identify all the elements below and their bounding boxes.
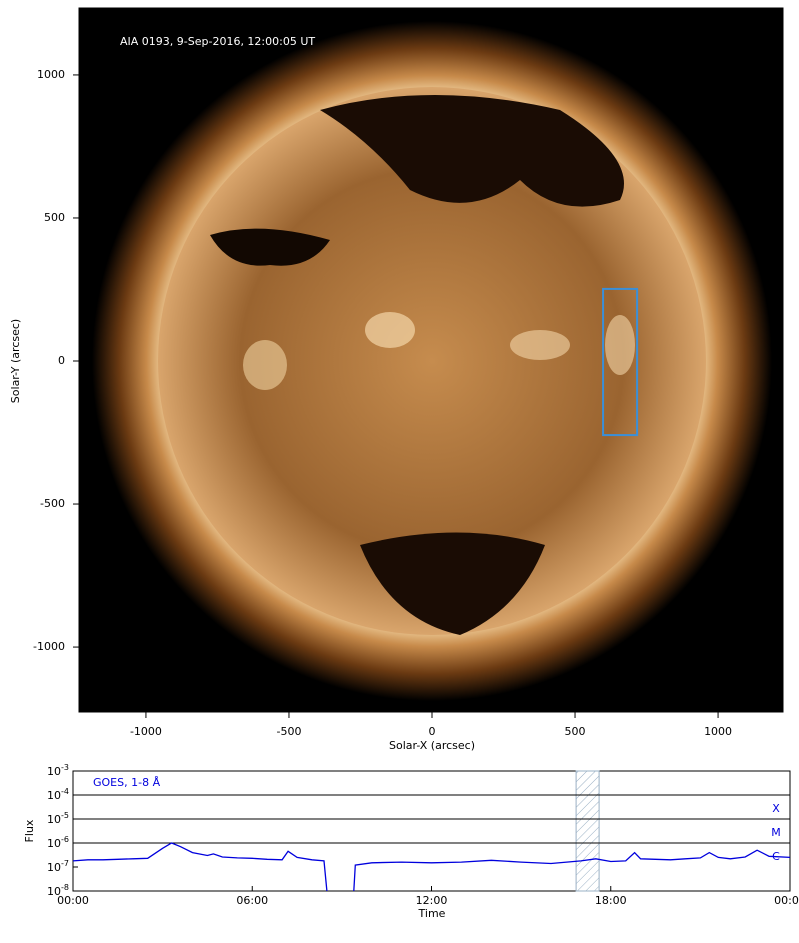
y-tick-label: 10-4	[47, 787, 69, 803]
y-tick-label: -1000	[33, 640, 65, 653]
y-tick-label: 1000	[37, 68, 65, 81]
tick-base: 10	[47, 765, 61, 778]
x-tick-label: 12:00	[416, 894, 448, 907]
y-tick-label: 10-5	[47, 811, 69, 827]
y-tick-label: 0	[58, 354, 65, 367]
coronal-hole	[320, 95, 624, 207]
x-axis-label: Solar-X (arcsec)	[389, 739, 475, 752]
x-tick-label: -1000	[130, 725, 162, 738]
x-tick-label: -500	[276, 725, 301, 738]
active-region	[365, 312, 415, 348]
tick-base: 10	[47, 885, 61, 898]
x-tick-label: 00:00	[774, 894, 799, 907]
tick-base: 10	[47, 837, 61, 850]
flare-class-label: X	[772, 802, 780, 815]
y-tick-label: 10-3	[47, 763, 69, 779]
x-tick-label: 18:00	[595, 894, 627, 907]
active-region	[243, 340, 287, 390]
tick-base: 10	[47, 813, 61, 826]
y-tick-label: -500	[40, 497, 65, 510]
x-tick-label: 1000	[704, 725, 732, 738]
annotation: GOES, 1-8 Å	[93, 776, 161, 789]
x-tick-label: 500	[565, 725, 586, 738]
y-axis-label: Flux	[23, 819, 36, 842]
active-region	[605, 315, 635, 375]
tick-exponent: -6	[61, 835, 69, 844]
tick-exponent: -7	[61, 859, 69, 868]
region-box	[602, 287, 639, 437]
y-axis-label: Solar-Y (arcsec)	[9, 319, 22, 403]
image-frame	[78, 7, 784, 713]
flare-class-label: M	[771, 826, 781, 839]
solar-disk	[158, 87, 706, 635]
tick-exponent: -8	[61, 883, 69, 892]
y-tick-label: 10-6	[47, 835, 69, 851]
x-tick-label: 00:00	[57, 894, 89, 907]
tick-exponent: -3	[61, 763, 69, 772]
active-region	[510, 330, 570, 360]
x-tick-label: 06:00	[236, 894, 268, 907]
coronal-hole	[360, 532, 545, 635]
coronal-hole	[210, 228, 330, 266]
solar-image	[79, 8, 783, 712]
image-title: AIA 0193, 9-Sep-2016, 12:00:05 UT	[120, 35, 315, 48]
goes-frame	[72, 770, 791, 892]
x-tick-label: 0	[429, 725, 436, 738]
y-tick-label: 500	[44, 211, 65, 224]
highlight-band	[575, 770, 600, 892]
tick-base: 10	[47, 789, 61, 802]
tick-exponent: -5	[61, 811, 69, 820]
flux-line	[72, 842, 791, 892]
tick-exponent: -4	[61, 787, 69, 796]
y-tick-label: 10-7	[47, 859, 69, 875]
tick-base: 10	[47, 861, 61, 874]
x-axis-label: Time	[418, 907, 446, 920]
y-tick-label: 10-8	[47, 883, 69, 899]
